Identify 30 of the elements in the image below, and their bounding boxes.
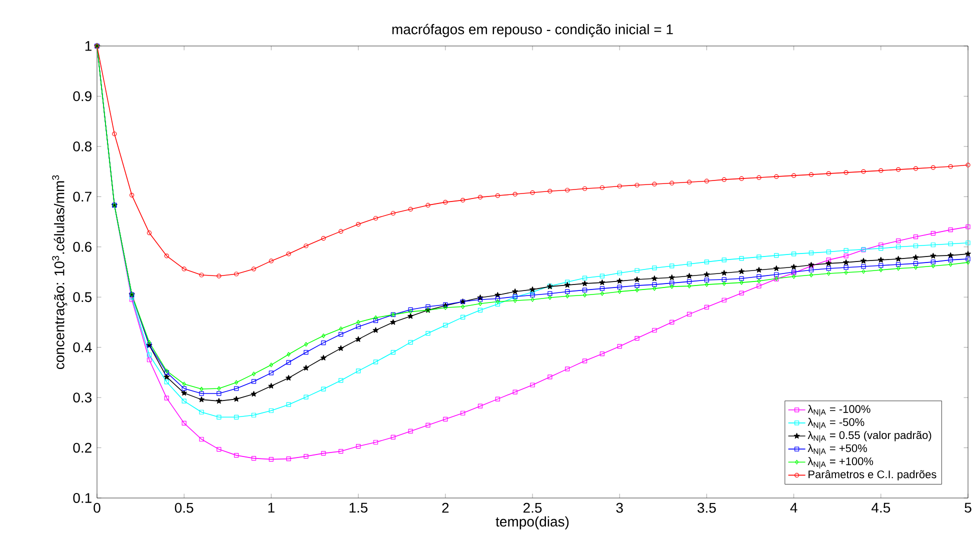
y-tick-label: 0.5 [73, 292, 92, 302]
x-tick-label: 5 [964, 502, 972, 513]
x-tick-label: 4.5 [872, 502, 890, 513]
chart-title: macrófagos em repouso - condição inicial = 1 [392, 24, 673, 38]
x-tick-label: 1.5 [350, 502, 368, 513]
legend-label: λ$_{N|A}$ = +50% [808, 444, 867, 456]
y-tick-label: 0.1 [73, 493, 92, 503]
x-tick-label: 1 [268, 502, 274, 512]
y-tick-label: 0.7 [73, 192, 92, 202]
x-tick-label: 0.5 [174, 502, 194, 513]
y-tick-label: 1 [85, 41, 92, 51]
legend-label: λ$_{N|A}$ = 0.55 (valor padrão) [808, 430, 932, 442]
legend-label: λ$_{N|A}$ = -50% [808, 418, 864, 430]
x-tick-label: 2.5 [523, 502, 542, 513]
x-tick-label: 2 [442, 502, 449, 513]
legend-label: λ$_{N|A}$ = +100% [808, 457, 874, 469]
legend-label: Parâmetros e C.I. padrões [808, 470, 936, 480]
x-tick-label: 0 [94, 502, 100, 513]
x-tick-label: 3.5 [698, 502, 716, 513]
y-tick-label: 0.2 [73, 442, 92, 453]
x-tick-label: 4 [790, 502, 798, 512]
x-axis-title: tempo(dias) [496, 516, 569, 530]
y-tick-label: 0.9 [73, 91, 92, 102]
y-tick-label: 0.3 [73, 392, 92, 403]
y-axis-title: concentração: 10$^{3}$.células/mm$^{3}$ [52, 175, 68, 370]
y-tick-label: 0.8 [73, 141, 92, 152]
legend-label: λ$_{N|A}$ = -100% [808, 404, 870, 416]
x-tick-label: 3 [616, 502, 623, 513]
y-tick-label: 0.6 [73, 242, 92, 252]
y-tick-label: 0.4 [73, 342, 92, 352]
